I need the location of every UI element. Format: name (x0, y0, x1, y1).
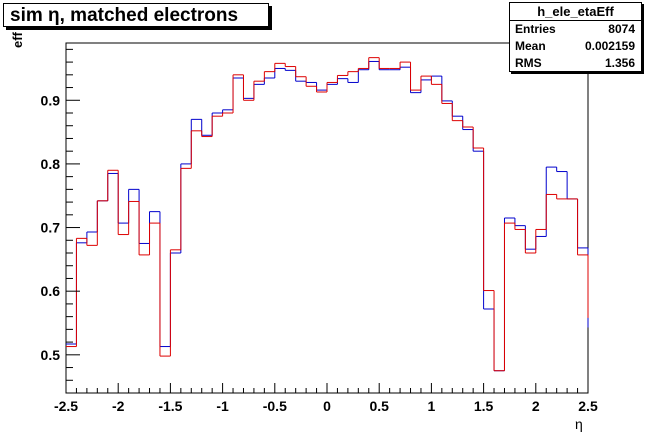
y-tick-label: 0.5 (41, 347, 61, 363)
stats-key: RMS (515, 56, 542, 70)
x-tick-label: -0.5 (263, 398, 287, 414)
stats-value: 0.002159 (584, 39, 635, 53)
x-tick-label: -2 (112, 398, 125, 414)
stats-value: 1.356 (604, 56, 635, 70)
stats-key: Entries (515, 22, 556, 36)
y-axis-label: eff (10, 32, 25, 48)
x-tick-label: 1 (428, 398, 436, 414)
stats-value: 8074 (608, 22, 635, 36)
stats-box: h_ele_etaEff Entries 8074 Mean 0.002159 … (509, 2, 642, 72)
y-tick-label: 0.6 (41, 283, 61, 299)
series-1 (66, 60, 589, 372)
stats-key: Mean (515, 39, 546, 53)
stats-histogram-name: h_ele_etaEff (510, 3, 641, 21)
x-tick-label: 0 (323, 398, 331, 414)
title-box: sim η, matched electrons (3, 3, 269, 27)
x-tick-label: 1.5 (474, 398, 494, 414)
stats-row-rms: RMS 1.356 (510, 55, 641, 72)
x-tick-label: 2.5 (578, 398, 598, 414)
x-tick-label: -1.5 (158, 398, 182, 414)
y-tick-label: 0.8 (41, 156, 61, 172)
x-tick-label: 0.5 (369, 398, 389, 414)
stats-row-mean: Mean 0.002159 (510, 38, 641, 55)
x-tick-label: -1 (216, 398, 229, 414)
x-axis-label: η (575, 416, 583, 432)
series-2 (66, 57, 589, 372)
x-tick-label: 2 (532, 398, 540, 414)
chart-title: sim η, matched electrons (10, 5, 239, 26)
axis-layer: -2.5 -2 -1.5 -1 -0.5 0 0.5 1 1.5 2 2.5 0.5 0.6 0.7 0.8… (41, 48, 598, 414)
x-tick-label: -2.5 (54, 398, 78, 414)
stats-row-entries: Entries 8074 (510, 21, 641, 38)
series-layer (66, 57, 589, 372)
y-tick-label: 0.7 (41, 220, 61, 236)
y-tick-label: 0.9 (41, 92, 61, 108)
